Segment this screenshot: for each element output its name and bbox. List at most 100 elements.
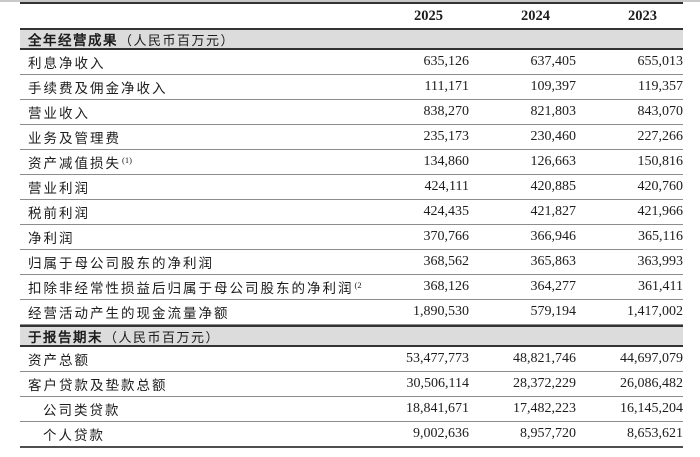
financial-summary-table: 2025 2024 2023 全年经营成果 （人民币百万元） 利息净收入 635,126 6… [20,2,683,448]
value-cell: 109,397 [530,79,577,94]
column-header-2023: 2023 [628,7,657,24]
table-body: 全年经营成果 （人民币百万元） 利息净收入 635,126 637,405 655,013… [20,28,683,448]
table-row: 个人贷款 9,002,636 8,957,720 8,653,621 [20,422,683,448]
row-label: 公司类贷款 [20,399,362,419]
row-label-text: 经营活动产生的现金流量净额 [28,306,230,321]
value-cell: 368,562 [423,254,470,269]
value-cell: 8,653,621 [627,426,683,441]
table-row: 公司类贷款 18,841,671 17,482,223 16,145,204 [20,397,683,422]
row-label-text: 净利润 [28,231,75,246]
value-cell: 843,070 [637,104,684,119]
row-label: 业务及管理费 [20,127,362,147]
value-cell: 368,126 [423,279,470,294]
value-cell: 363,993 [637,254,684,269]
row-label: 个人贷款 [20,424,362,444]
value-cell: 134,860 [423,154,470,169]
row-label-text: 公司类贷款 [43,403,121,418]
value-cell: 28,372,229 [513,376,576,391]
row-label-text: 利息净收入 [28,56,106,71]
section-title: 全年经营成果 [28,33,118,48]
value-cell: 126,663 [530,154,577,169]
row-label: 营业利润 [20,177,362,197]
table-row: 利息净收入 635,126 637,405 655,013 [20,50,683,75]
value-cell: 421,966 [637,204,684,219]
row-label-text: 资产总额 [28,353,90,368]
value-cell: 150,816 [637,154,684,169]
column-header-2025: 2025 [414,7,443,24]
value-cell: 9,002,636 [413,426,469,441]
row-label-text: 扣除非经常性损益后归属于母公司股东的净利润 [28,281,354,296]
page-top-edge [0,0,700,2]
value-cell: 230,460 [530,129,577,144]
table-row: 资产减值损失(1) 134,860 126,663 150,816 [20,150,683,175]
section-unit: （人民币百万元） [119,32,236,48]
value-cell: 365,116 [638,229,683,244]
value-cell: 53,477,773 [406,351,469,366]
row-label: 税前利润 [20,202,362,222]
value-cell: 44,697,079 [620,351,683,366]
row-label: 扣除非经常性损益后归属于母公司股东的净利润(2) [20,277,362,297]
row-label-text: 营业收入 [28,106,90,121]
section-unit: （人民币百万元） [104,329,221,345]
row-label: 营业收入 [20,102,362,122]
value-cell: 637,405 [530,54,577,69]
table-row: 税前利润 424,435 421,827 421,966 [20,200,683,225]
row-label-text: 资产减值损失 [28,156,121,171]
table-header-row: 2025 2024 2023 [20,2,683,28]
value-cell: 821,803 [530,104,577,119]
row-label-text: 手续费及佣金净收入 [28,81,168,96]
table-row: 手续费及佣金净收入 111,171 109,397 119,357 [20,75,683,100]
value-cell: 655,013 [637,54,684,69]
value-cell: 18,841,671 [406,401,469,416]
value-cell: 420,760 [637,179,684,194]
row-label: 手续费及佣金净收入 [20,77,362,97]
value-cell: 365,863 [530,254,577,269]
row-label: 资产减值损失(1) [20,152,362,172]
table-row: 业务及管理费 235,173 230,460 227,266 [20,125,683,150]
table-row: 扣除非经常性损益后归属于母公司股东的净利润(2) 368,126 364,277 36… [20,275,683,300]
value-cell: 8,957,720 [520,426,576,441]
value-cell: 424,111 [424,179,469,194]
table-row: 营业收入 838,270 821,803 843,070 [20,100,683,125]
value-cell: 235,173 [423,129,470,144]
value-cell: 17,482,223 [513,401,576,416]
row-label-text: 客户贷款及垫款总额 [28,378,168,393]
value-cell: 366,946 [530,229,577,244]
table-row: 资产总额 53,477,773 48,821,746 44,697,079 [20,347,683,372]
value-cell: 361,411 [638,279,683,294]
value-cell: 838,270 [423,104,470,119]
row-label: 净利润 [20,227,362,247]
value-cell: 119,357 [638,79,683,94]
value-cell: 1,890,530 [413,304,469,319]
value-cell: 420,885 [530,179,577,194]
table-row: 净利润 370,766 366,946 365,116 [20,225,683,250]
value-cell: 26,086,482 [620,376,683,391]
section-title: 于报告期末 [28,330,103,345]
value-cell: 16,145,204 [620,401,683,416]
row-label-text: 归属于母公司股东的净利润 [28,256,214,271]
footnote-marker: (2) [354,279,363,290]
row-label: 客户贷款及垫款总额 [20,374,362,394]
value-cell: 1,417,002 [627,304,683,319]
row-label: 经营活动产生的现金流量净额 [20,302,362,322]
value-cell: 424,435 [423,204,470,219]
table-row: 归属于母公司股东的净利润 368,562 365,863 363,993 [20,250,683,275]
footnote-marker: (1) [122,154,132,165]
value-cell: 227,266 [637,129,684,144]
section-header: 于报告期末 （人民币百万元） [20,325,683,347]
table-row: 客户贷款及垫款总额 30,506,114 28,372,229 26,086,482 [20,372,683,397]
row-label-text: 业务及管理费 [28,131,121,146]
value-cell: 48,821,746 [513,351,576,366]
table-row: 经营活动产生的现金流量净额 1,890,530 579,194 1,417,002 [20,300,683,325]
section-header: 全年经营成果 （人民币百万元） [20,28,683,50]
row-label: 归属于母公司股东的净利润 [20,252,362,272]
row-label: 利息净收入 [20,52,362,72]
row-label: 资产总额 [20,349,362,369]
row-label-text: 营业利润 [28,181,90,196]
value-cell: 364,277 [530,279,577,294]
column-header-2024: 2024 [521,7,550,24]
row-label-text: 税前利润 [28,206,90,221]
value-cell: 579,194 [530,304,577,319]
value-cell: 635,126 [423,54,470,69]
table-row: 营业利润 424,111 420,885 420,760 [20,175,683,200]
